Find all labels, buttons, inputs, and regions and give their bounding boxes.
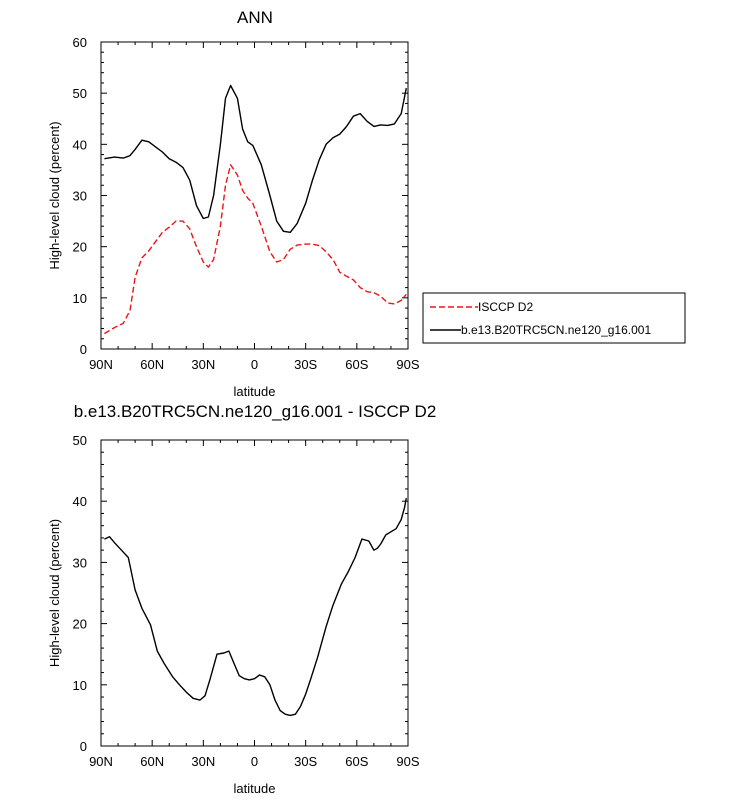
bottom-y-tick-label: 20 <box>73 617 87 632</box>
legend-entry-model: b.e13.B20TRC5CN.ne120_g16.001 <box>461 323 651 337</box>
top-x-tick-label: 0 <box>251 357 258 372</box>
top-x-tick-label: 90S <box>396 357 419 372</box>
bottom-x-tick-label: 60N <box>140 754 164 769</box>
bottom-y-tick-label: 40 <box>73 494 87 509</box>
top-x-tick-label: 30N <box>191 357 215 372</box>
bottom-y-tick-label: 10 <box>73 678 87 693</box>
bottom-x-tick-label: 0 <box>251 754 258 769</box>
bottom-x-axis-label: latitude <box>234 781 276 796</box>
top-x-axis-label: latitude <box>234 384 276 399</box>
top-plot-marks: 90N 60N 30N 0 30S 60S 90S 0 10 20 30 40 50 60 <box>73 35 420 372</box>
top-x-tick-label: 60S <box>345 357 368 372</box>
bottom-y-tick-label: 50 <box>73 433 87 448</box>
bottom-y-tick-label: 0 <box>80 739 87 754</box>
top-series-line-0 <box>104 164 407 335</box>
top-y-tick-label: 30 <box>73 189 87 204</box>
top-y-tick-label: 50 <box>73 86 87 101</box>
bottom-y-tick-label: 30 <box>73 555 87 570</box>
bottom-x-tick-label: 60S <box>345 754 368 769</box>
legend-entry-isccp: ISCCP D2 <box>478 300 533 314</box>
top-series-line-1 <box>104 84 407 234</box>
bottom-panel-title: b.e13.B20TRC5CN.ne120_g16.001 - ISCCP D2 <box>74 402 437 421</box>
top-panel-title: ANN <box>237 8 273 27</box>
legend-box <box>422 292 686 344</box>
top-panel: ANN 90N 60N 30N 0 30S 60S 90S 0 10 20 30 40 50 60 Hig… <box>47 8 686 399</box>
bottom-panel: b.e13.B20TRC5CN.ne120_g16.001 - ISCCP D2… <box>47 402 436 796</box>
top-y-tick-label: 10 <box>73 291 87 306</box>
top-y-tick-label: 20 <box>73 240 87 255</box>
bottom-x-tick-label: 90N <box>89 754 113 769</box>
bottom-y-axis-label: High-level cloud (percent) <box>47 519 62 667</box>
bottom-plot-frame <box>100 439 409 747</box>
bottom-series-line-0 <box>104 497 407 717</box>
top-plot-frame <box>100 41 409 350</box>
top-y-tick-label: 60 <box>73 35 87 50</box>
top-x-tick-label: 30S <box>294 357 317 372</box>
bottom-x-tick-label: 30S <box>294 754 317 769</box>
top-x-tick-label: 60N <box>140 357 164 372</box>
bottom-x-tick-label: 90S <box>396 754 419 769</box>
bottom-plot-marks: 90N 60N 30N 0 30S 60S 90S 0 10 20 30 40 50 <box>73 433 420 769</box>
top-y-axis-label: High-level cloud (percent) <box>47 121 62 269</box>
bottom-x-tick-label: 30N <box>191 754 215 769</box>
top-y-tick-label: 40 <box>73 137 87 152</box>
legend: ISCCP D2 b.e13.B20TRC5CN.ne120_g16.001 <box>422 292 686 344</box>
top-y-tick-label: 0 <box>80 342 87 357</box>
top-x-tick-label: 90N <box>89 357 113 372</box>
